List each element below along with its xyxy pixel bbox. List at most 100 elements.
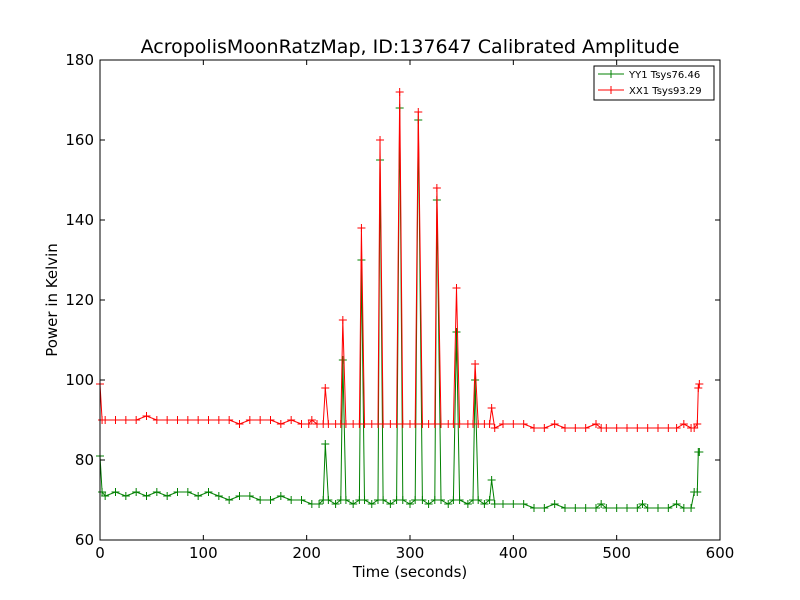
data-point [571, 504, 580, 512]
data-point [679, 420, 688, 428]
data-point [672, 424, 681, 432]
data-point [519, 500, 528, 508]
data-point [183, 416, 192, 424]
data-point [111, 488, 120, 496]
data-point [424, 500, 433, 508]
data-point [349, 500, 358, 508]
x-tick-label: 500 [602, 544, 631, 562]
data-point [101, 492, 110, 500]
x-tick-label: 200 [292, 544, 321, 562]
data-point [321, 384, 330, 392]
data-point [398, 496, 407, 504]
data-point [695, 380, 704, 388]
data-point [411, 420, 420, 428]
data-point [452, 284, 461, 292]
data-point [487, 476, 496, 484]
data-point [214, 416, 223, 424]
data-point [643, 504, 652, 512]
data-point [173, 488, 182, 496]
data-point [455, 496, 464, 504]
data-point [581, 424, 590, 432]
data-point [360, 420, 369, 428]
data-point [406, 500, 414, 508]
legend-label-yy1: YY1 Tsys76.46 [628, 70, 700, 81]
data-point [463, 500, 472, 508]
data-point [623, 424, 631, 432]
data-point [341, 496, 350, 504]
data-point [487, 404, 496, 412]
data-point [612, 424, 621, 432]
data-point [550, 420, 559, 428]
data-point [602, 424, 611, 432]
y-tick-label: 160 [65, 131, 94, 149]
data-point [163, 416, 172, 424]
data-point [111, 416, 120, 424]
data-point [530, 504, 538, 512]
data-point [411, 496, 420, 504]
data-point [152, 488, 161, 496]
data-point [597, 500, 606, 508]
x-tick-label: 100 [189, 544, 218, 562]
data-point [694, 384, 703, 392]
x-tick-label: 300 [396, 544, 425, 562]
data-point [471, 360, 480, 368]
data-point [664, 424, 673, 432]
data-point [235, 420, 244, 428]
data-point [509, 500, 518, 508]
data-point [672, 500, 681, 508]
data-point [235, 492, 244, 500]
data-point [142, 492, 151, 500]
legend-marker-0 [607, 70, 615, 78]
data-point [297, 420, 306, 428]
data-point [163, 492, 172, 500]
data-point [550, 500, 559, 508]
data-point [386, 500, 395, 508]
data-point [571, 424, 580, 432]
data-point [485, 420, 494, 428]
data-point [101, 416, 110, 424]
data-point [132, 488, 141, 496]
data-point [687, 504, 696, 512]
data-point [490, 500, 499, 508]
data-point [307, 416, 316, 424]
data-point [245, 416, 254, 424]
data-point [379, 496, 388, 504]
data-point [395, 88, 404, 96]
data-point [581, 504, 590, 512]
data-point [379, 420, 388, 428]
data-point [418, 496, 427, 504]
data-point [194, 492, 203, 500]
data-point [376, 136, 385, 144]
data-point [152, 416, 161, 424]
legend: YY1 Tsys76.46 XX1 Tsys93.29 [593, 65, 715, 101]
data-point [276, 492, 285, 500]
data-point [266, 416, 275, 424]
data-point [633, 504, 642, 512]
data-point [324, 420, 333, 428]
data-point [266, 496, 275, 504]
data-point [654, 424, 662, 432]
data-point [592, 504, 600, 512]
data-point [204, 488, 213, 496]
data-point [287, 416, 296, 424]
data-point [204, 416, 213, 424]
data-point [338, 316, 347, 324]
data-point [499, 500, 507, 508]
data-point [643, 424, 652, 432]
data-point [225, 416, 234, 424]
data-point [612, 504, 621, 512]
y-tick-label: 140 [65, 211, 94, 229]
data-point [654, 504, 662, 512]
axis-layer: 0 100 200 300 400 500 600 60 80 100 120 140 160 180 [65, 51, 734, 562]
x-tick-label: 0 [95, 544, 105, 562]
chart-title: AcropolisMoonRatzMap, ID:137647 Calibrat… [141, 36, 680, 58]
data-point [132, 416, 141, 424]
data-point [664, 504, 673, 512]
data-point [437, 420, 445, 428]
data-point [287, 496, 296, 504]
data-point [480, 500, 489, 508]
data-point [357, 224, 366, 232]
data-point [509, 420, 518, 428]
data-point [225, 496, 234, 504]
